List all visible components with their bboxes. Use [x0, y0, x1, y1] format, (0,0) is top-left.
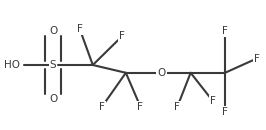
Text: O: O — [157, 68, 166, 78]
Text: F: F — [254, 54, 260, 63]
Text: F: F — [222, 26, 228, 36]
Text: O: O — [49, 26, 57, 36]
Text: F: F — [174, 102, 180, 112]
Text: O: O — [49, 94, 57, 104]
Text: F: F — [138, 102, 143, 112]
Text: F: F — [99, 102, 105, 112]
Text: F: F — [210, 96, 216, 106]
Text: F: F — [222, 107, 228, 117]
Text: F: F — [77, 24, 82, 34]
Text: S: S — [50, 60, 56, 70]
Text: HO: HO — [4, 60, 20, 70]
Text: F: F — [119, 31, 125, 41]
